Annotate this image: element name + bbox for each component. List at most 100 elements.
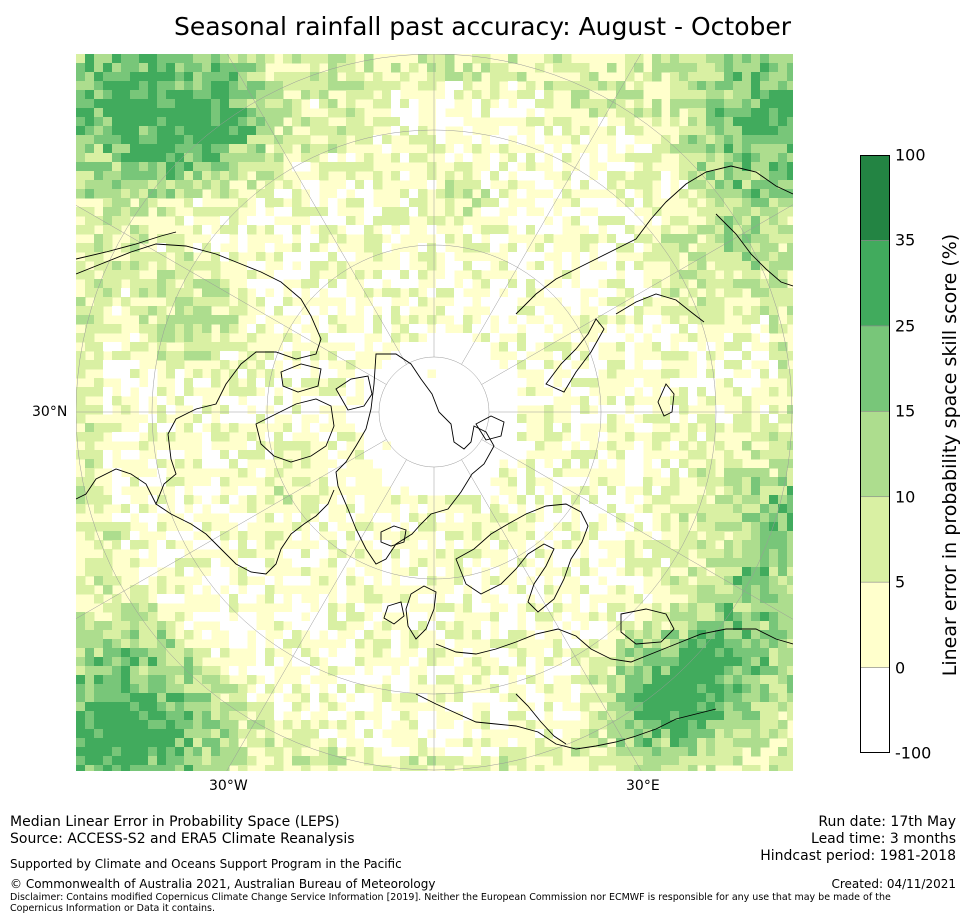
colorbar-tick-label: -100: [895, 743, 932, 763]
field-cell: [535, 531, 545, 541]
field-cell: [571, 711, 581, 721]
field-cell: [715, 693, 725, 703]
field-cell: [364, 405, 374, 415]
field-cell: [733, 720, 743, 730]
field-cell: [598, 621, 608, 631]
field-cell: [778, 441, 788, 451]
field-cell: [670, 63, 680, 73]
field-cell: [661, 648, 671, 658]
meridian-line: [481, 439, 793, 620]
field-cell: [85, 207, 95, 217]
field-cell: [517, 558, 527, 568]
field-cell: [400, 153, 410, 163]
field-cell: [85, 702, 95, 712]
field-cell: [148, 693, 158, 703]
field-cell: [328, 612, 338, 622]
field-cell: [166, 63, 176, 73]
field-cell: [562, 189, 572, 199]
field-cell: [400, 684, 410, 694]
field-cell: [220, 225, 230, 235]
field-cell: [760, 702, 770, 712]
field-cell: [760, 216, 770, 226]
field-cell: [472, 531, 482, 541]
field-cell: [517, 333, 527, 343]
field-cell: [643, 765, 653, 771]
field-cell: [706, 558, 716, 568]
field-cell: [733, 639, 743, 649]
field-cell: [328, 126, 338, 136]
field-cell: [481, 711, 491, 721]
field-cell: [742, 342, 752, 352]
field-cell: [670, 702, 680, 712]
field-cell: [193, 198, 203, 208]
field-cell: [436, 450, 446, 460]
field-cell: [688, 180, 698, 190]
field-cell: [688, 135, 698, 145]
field-cell: [535, 576, 545, 586]
field-cell: [526, 684, 536, 694]
field-cell: [76, 360, 86, 370]
field-cell: [742, 126, 752, 136]
field-cell: [121, 99, 131, 109]
field-cell: [139, 675, 149, 685]
field-cell: [535, 153, 545, 163]
field-cell: [679, 378, 689, 388]
field-cell: [220, 729, 230, 739]
field-cell: [400, 765, 410, 771]
field-cell: [220, 315, 230, 325]
field-cell: [544, 423, 554, 433]
field-cell: [724, 549, 734, 559]
field-cell: [490, 333, 500, 343]
field-cell: [643, 315, 653, 325]
field-cell: [265, 351, 275, 361]
field-cell: [634, 684, 644, 694]
field-cell: [382, 315, 392, 325]
field-cell: [670, 369, 680, 379]
field-cell: [706, 90, 716, 100]
field-cell: [193, 756, 203, 766]
field-cell: [715, 594, 725, 604]
field-cell: [238, 468, 248, 478]
field-cell: [733, 486, 743, 496]
field-cell: [562, 297, 572, 307]
field-cell: [121, 126, 131, 136]
field-cell: [364, 594, 374, 604]
field-cell: [202, 126, 212, 136]
field-cell: [598, 486, 608, 496]
field-cell: [589, 459, 599, 469]
field-cell: [580, 315, 590, 325]
field-cell: [679, 153, 689, 163]
field-cell: [742, 738, 752, 748]
field-cell: [202, 324, 212, 334]
field-cell: [706, 153, 716, 163]
field-cell: [643, 639, 653, 649]
field-cell: [715, 513, 725, 523]
field-cell: [175, 567, 185, 577]
field-cell: [499, 342, 509, 352]
field-cell: [94, 243, 104, 253]
field-cell: [175, 720, 185, 730]
field-cell: [184, 162, 194, 172]
field-cell: [211, 558, 221, 568]
field-cell: [229, 666, 239, 676]
field-cell: [319, 99, 329, 109]
field-cell: [715, 747, 725, 757]
field-cell: [391, 117, 401, 127]
field-cell: [427, 675, 437, 685]
field-cell: [742, 279, 752, 289]
field-cell: [463, 225, 473, 235]
field-cell: [229, 306, 239, 316]
field-cell: [76, 243, 86, 253]
field-cell: [463, 72, 473, 82]
field-cell: [571, 90, 581, 100]
field-cell: [121, 513, 131, 523]
field-cell: [544, 369, 554, 379]
field-cell: [301, 54, 311, 64]
field-cell: [751, 594, 761, 604]
field-cell: [778, 684, 788, 694]
field-cell: [589, 108, 599, 118]
field-cell: [688, 450, 698, 460]
field-cell: [598, 756, 608, 766]
field-cell: [778, 522, 788, 532]
field-cell: [760, 495, 770, 505]
